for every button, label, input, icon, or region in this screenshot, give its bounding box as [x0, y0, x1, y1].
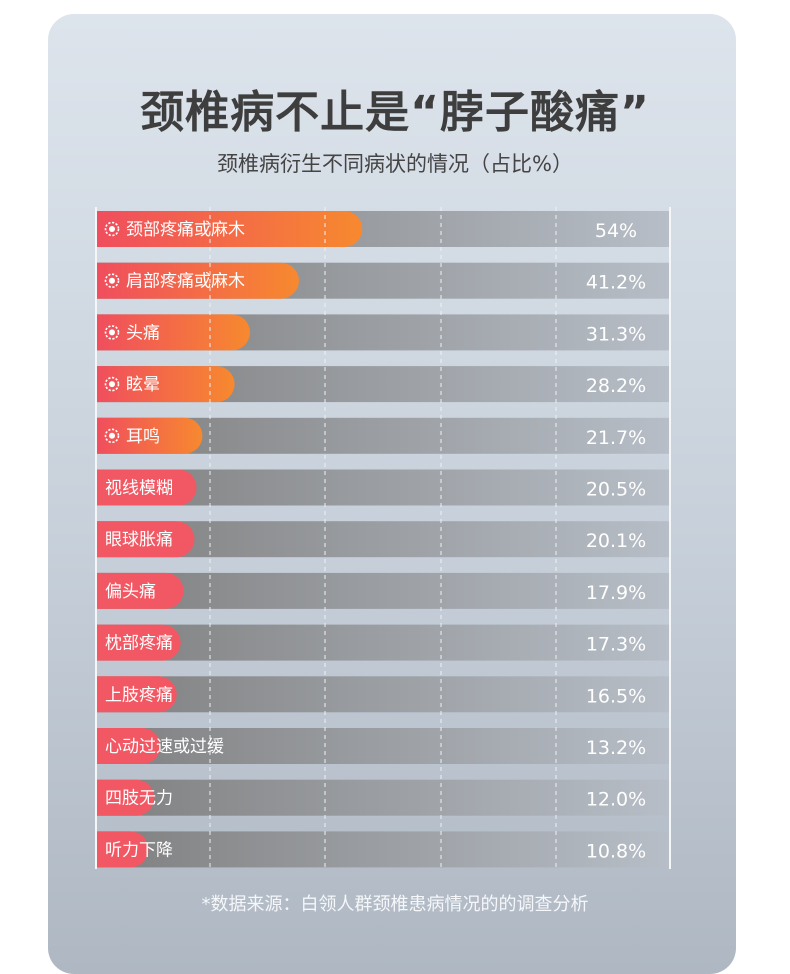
value-label: 54% — [595, 220, 637, 242]
bar — [95, 469, 197, 506]
row-track — [95, 624, 671, 661]
value-label: 28.2% — [586, 375, 646, 397]
chart-subtitle: 颈椎病衍生不同病状的情况（占比%） — [217, 152, 573, 176]
value-label: 20.1% — [586, 530, 646, 552]
highlight-marker-icon — [104, 376, 120, 392]
bar — [95, 211, 363, 247]
row-track — [95, 676, 671, 713]
bar — [95, 779, 155, 816]
value-label: 21.7% — [586, 427, 646, 449]
value-label: 13.2% — [586, 737, 646, 759]
page-title: 颈椎病不止是“脖子酸痛” — [140, 87, 650, 138]
row-track — [95, 831, 671, 868]
bar — [95, 676, 177, 713]
category-label: 肩部疼痛或麻木 — [126, 272, 245, 292]
category-label: 视线模糊 — [105, 479, 173, 499]
data-source-note: *数据来源：白领人群颈椎患病情况的的调查分析 — [201, 894, 589, 915]
row-track — [95, 728, 671, 764]
highlight-marker-icon — [104, 428, 120, 444]
category-label: 上肢疼痛 — [105, 685, 173, 705]
value-label: 16.5% — [586, 685, 646, 707]
value-label: 10.8% — [586, 840, 646, 862]
row-track — [95, 572, 671, 609]
category-label: 偏头痛 — [105, 582, 156, 602]
highlight-marker-icon — [104, 325, 120, 340]
value-label: 31.3% — [586, 323, 646, 345]
bar — [95, 831, 149, 868]
category-label: 耳鸣 — [126, 427, 160, 447]
bar — [95, 262, 299, 299]
category-label: 眼球胀痛 — [105, 530, 173, 550]
bar — [95, 366, 235, 403]
category-label: 头痛 — [126, 323, 160, 343]
category-label: 枕部疼痛 — [105, 634, 173, 654]
category-label: 听力下降 — [105, 840, 173, 860]
value-label: 17.3% — [586, 634, 646, 656]
value-label: 20.5% — [586, 479, 646, 501]
bar — [95, 728, 161, 764]
bar-chart: 颈部疼痛或麻木 54% 肩部疼痛或麻木 41.2% 头痛 31.3% 眩晕 28.2% 耳鸣 21… — [95, 207, 671, 869]
bar — [95, 521, 195, 558]
bar — [95, 624, 181, 661]
value-label: 12.0% — [586, 789, 646, 811]
highlight-marker-icon — [104, 273, 120, 288]
bar — [95, 572, 184, 609]
highlight-marker-icon — [104, 221, 120, 237]
bar — [95, 314, 250, 351]
category-label: 四肢无力 — [105, 789, 173, 809]
value-label: 17.9% — [586, 582, 646, 604]
category-label: 颈部疼痛或麻木 — [126, 220, 245, 240]
category-label: 眩晕 — [126, 375, 160, 395]
bar — [95, 417, 203, 454]
category-label: 心动过速或过缓 — [105, 737, 224, 757]
value-label: 41.2% — [586, 272, 646, 294]
row-track — [95, 779, 671, 816]
